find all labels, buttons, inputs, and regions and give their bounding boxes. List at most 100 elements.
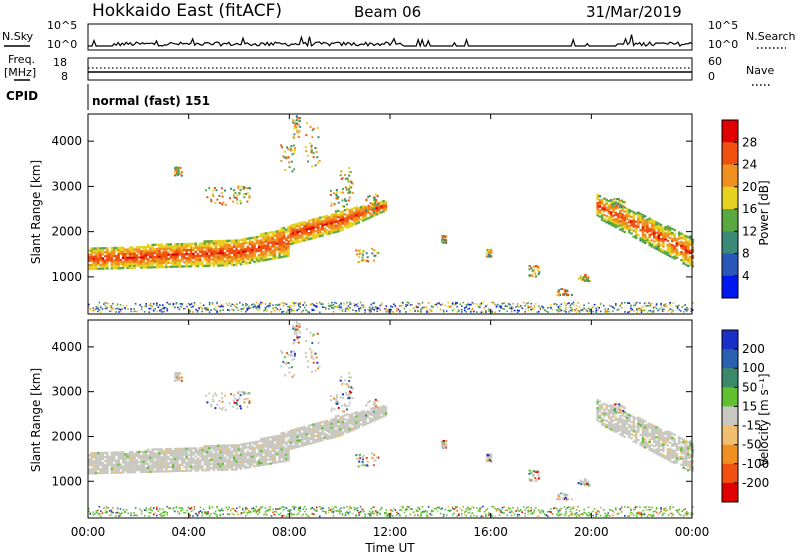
power-cell — [287, 244, 290, 247]
power-cell — [237, 239, 240, 242]
velocity-cell — [115, 515, 117, 517]
velocity-cell — [280, 434, 283, 437]
power-cell — [681, 306, 683, 308]
power-cell — [158, 249, 161, 252]
velocity-cell — [657, 437, 660, 440]
velocity-cell — [303, 442, 306, 445]
velocity-cell — [314, 424, 317, 427]
power-cell — [630, 220, 633, 223]
velocity-cell — [689, 442, 692, 445]
power-cell — [189, 254, 193, 258]
power-cell — [185, 257, 188, 260]
velocity-cell — [598, 410, 602, 413]
velocity-cell — [319, 421, 322, 424]
velocity-cell — [264, 457, 268, 460]
power-cell — [610, 219, 613, 222]
velocity-cell — [671, 438, 674, 441]
power-cell — [291, 236, 295, 239]
power-colorbar-label: 24 — [742, 158, 757, 172]
power-cell — [595, 307, 597, 310]
power-cell — [178, 173, 181, 176]
velocity-cell — [646, 427, 649, 430]
power-data-cells — [88, 115, 694, 314]
power-cell — [244, 250, 247, 253]
power-cell — [319, 230, 322, 234]
power-cell — [657, 244, 660, 248]
velocity-cell — [253, 459, 256, 462]
velocity-cell — [119, 508, 122, 510]
velocity-cell — [174, 510, 176, 513]
velocity-cell — [133, 459, 136, 462]
power-cell — [447, 301, 449, 304]
power-cell — [596, 212, 599, 215]
power-cell — [646, 236, 649, 240]
power-cell — [266, 254, 270, 257]
velocity-cell — [125, 509, 128, 511]
velocity-cell — [124, 511, 126, 514]
power-cell — [212, 248, 216, 251]
velocity-cell — [112, 455, 116, 458]
velocity-cell — [244, 442, 247, 445]
velocity-cell — [262, 445, 265, 448]
velocity-cell — [205, 451, 209, 454]
velocity-cell — [127, 512, 129, 515]
velocity-cell — [144, 450, 148, 453]
power-cell — [219, 250, 222, 253]
velocity-cell — [90, 452, 93, 455]
velocity-cell — [149, 470, 152, 473]
power-cell — [636, 309, 638, 311]
power-cell — [310, 237, 313, 240]
power-cell — [217, 264, 220, 267]
velocity-cell — [307, 428, 311, 431]
power-cell — [160, 247, 163, 250]
power-cell — [282, 231, 286, 234]
velocity-cell — [235, 448, 238, 451]
velocity-cell — [355, 423, 358, 426]
power-cell — [364, 216, 367, 219]
velocity-cell — [124, 453, 127, 456]
power-cell — [303, 231, 306, 234]
power-cell — [293, 125, 296, 127]
velocity-cell — [187, 449, 191, 452]
velocity-cell — [264, 441, 268, 444]
power-cell — [646, 240, 649, 244]
velocity-cell — [334, 429, 338, 432]
power-cell — [454, 301, 457, 304]
velocity-cell — [190, 510, 193, 513]
power-cell — [133, 260, 136, 263]
power-cell — [94, 249, 98, 252]
power-cell — [355, 206, 358, 209]
power-cell — [625, 221, 629, 225]
power-cell — [144, 258, 148, 261]
power-cell — [162, 255, 166, 258]
velocity-cell — [687, 445, 690, 448]
velocity-cell — [176, 465, 179, 469]
power-cell — [630, 304, 632, 306]
power-cell — [648, 244, 651, 247]
power-cell — [566, 302, 569, 305]
velocity-cell — [237, 446, 240, 449]
velocity-cell — [380, 410, 383, 413]
velocity-cell — [621, 422, 624, 425]
power-cell — [117, 248, 120, 251]
power-cell — [180, 249, 184, 252]
velocity-cell — [377, 417, 381, 420]
power-cell — [600, 208, 604, 211]
velocity-cell — [673, 443, 676, 447]
velocity-cell — [226, 464, 229, 467]
power-cell — [673, 233, 676, 236]
power-cell — [144, 256, 148, 259]
power-cell — [213, 308, 215, 310]
power-cell — [205, 244, 209, 247]
power-cell — [252, 306, 255, 308]
velocity-cell — [94, 452, 98, 455]
velocity-cell — [106, 457, 109, 460]
power-cell — [610, 223, 613, 226]
velocity-cell — [193, 508, 196, 510]
power-cell — [140, 256, 143, 259]
velocity-cell — [691, 461, 694, 464]
frequency-tick-bottom: 8 — [61, 70, 68, 83]
power-cell — [355, 222, 358, 225]
velocity-cell — [664, 457, 667, 460]
power-cell — [109, 310, 111, 313]
